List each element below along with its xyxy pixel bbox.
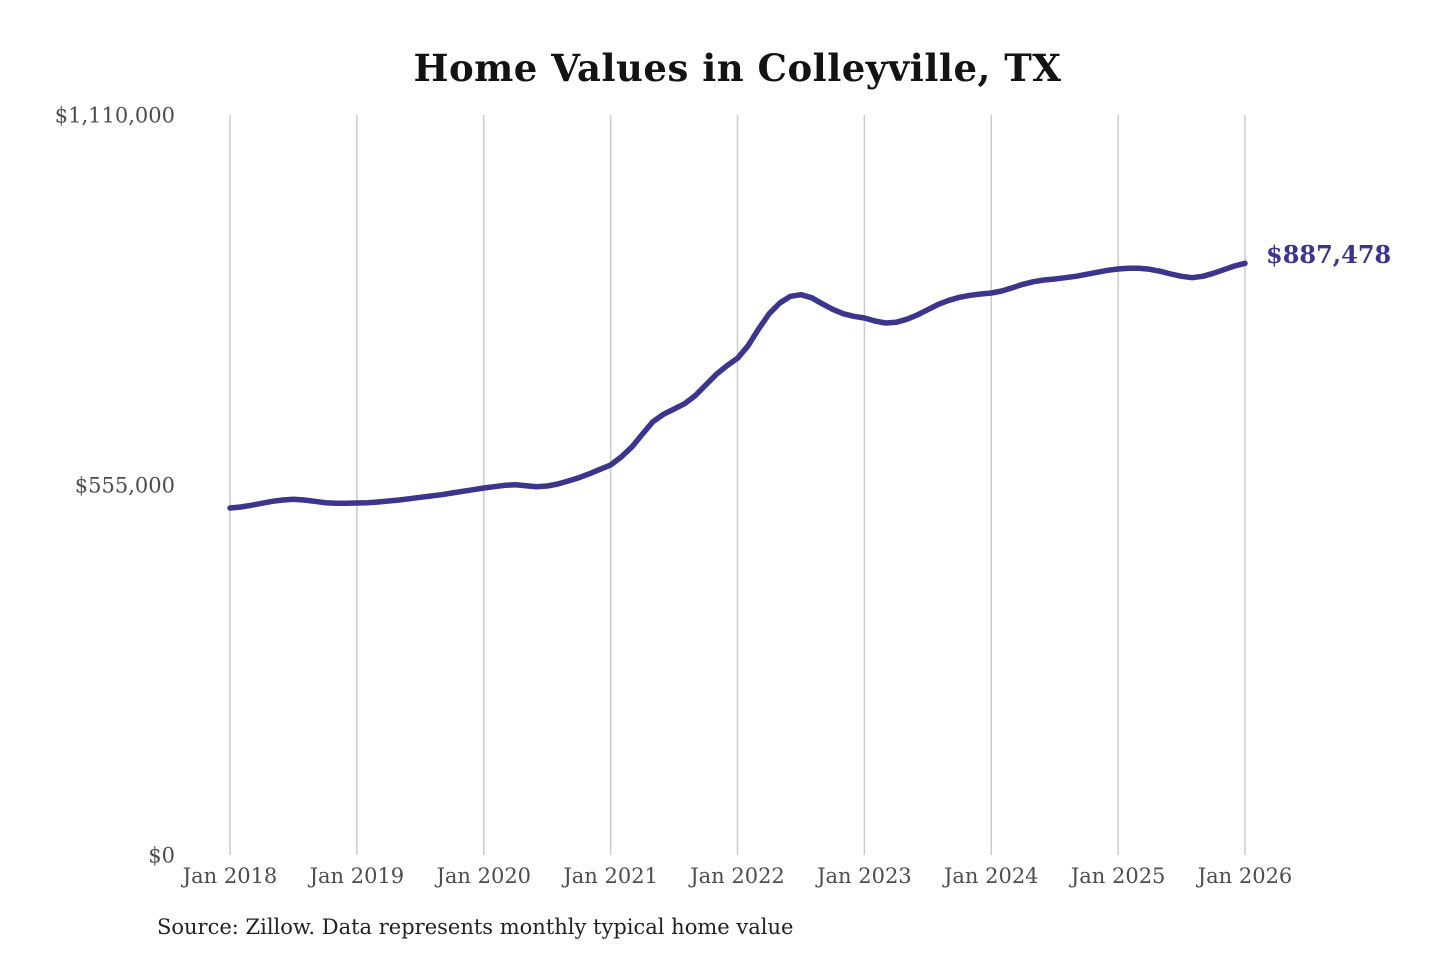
x-tick-label: Jan 2026	[1196, 864, 1293, 888]
x-tick-label: Jan 2023	[815, 864, 912, 888]
latest-value-label: $887,478	[1266, 240, 1392, 269]
x-tick-label: Jan 2024	[942, 864, 1039, 888]
x-tick-label: Jan 2025	[1069, 864, 1166, 888]
x-tick-label: Jan 2019	[308, 864, 405, 888]
source-note: Source: Zillow. Data represents monthly …	[157, 915, 794, 939]
x-tick-label: Jan 2018	[181, 864, 278, 888]
chart-title: Home Values in Colleyville, TX	[413, 46, 1062, 90]
x-tick-label: Jan 2022	[688, 864, 785, 888]
y-tick-label: $1,110,000	[55, 103, 175, 127]
y-tick-label: $555,000	[75, 473, 175, 497]
x-tick-label: Jan 2020	[434, 864, 531, 888]
x-tick-label: Jan 2021	[561, 864, 658, 888]
y-tick-label: $0	[148, 843, 175, 867]
home-value-series-line	[227, 260, 1248, 511]
